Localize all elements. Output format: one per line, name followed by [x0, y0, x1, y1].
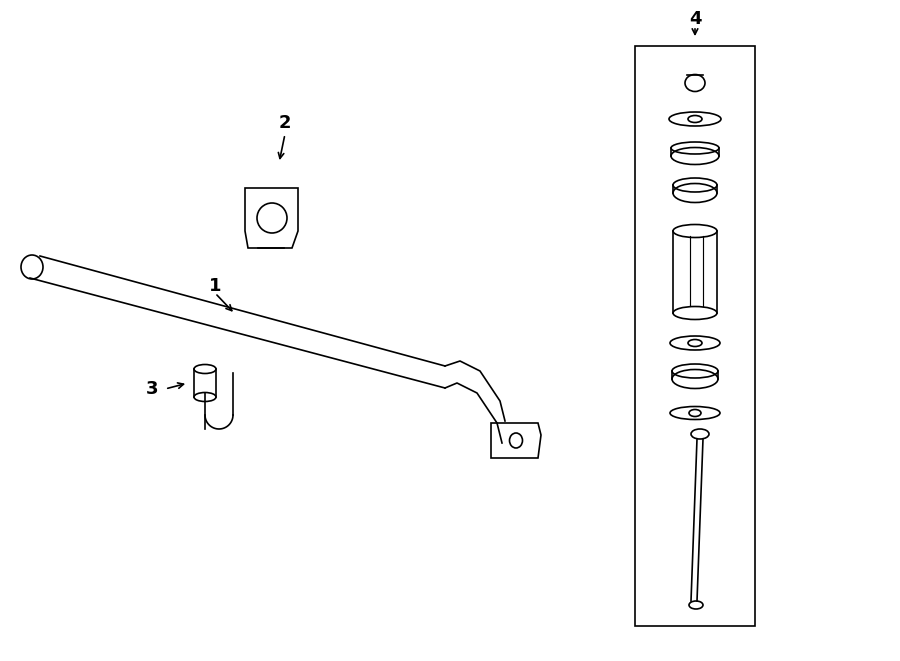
Text: 3: 3 — [146, 380, 158, 398]
Text: 4: 4 — [688, 10, 701, 28]
Text: 1: 1 — [209, 277, 221, 295]
Text: 2: 2 — [279, 114, 292, 132]
Bar — [635, 46, 755, 626]
